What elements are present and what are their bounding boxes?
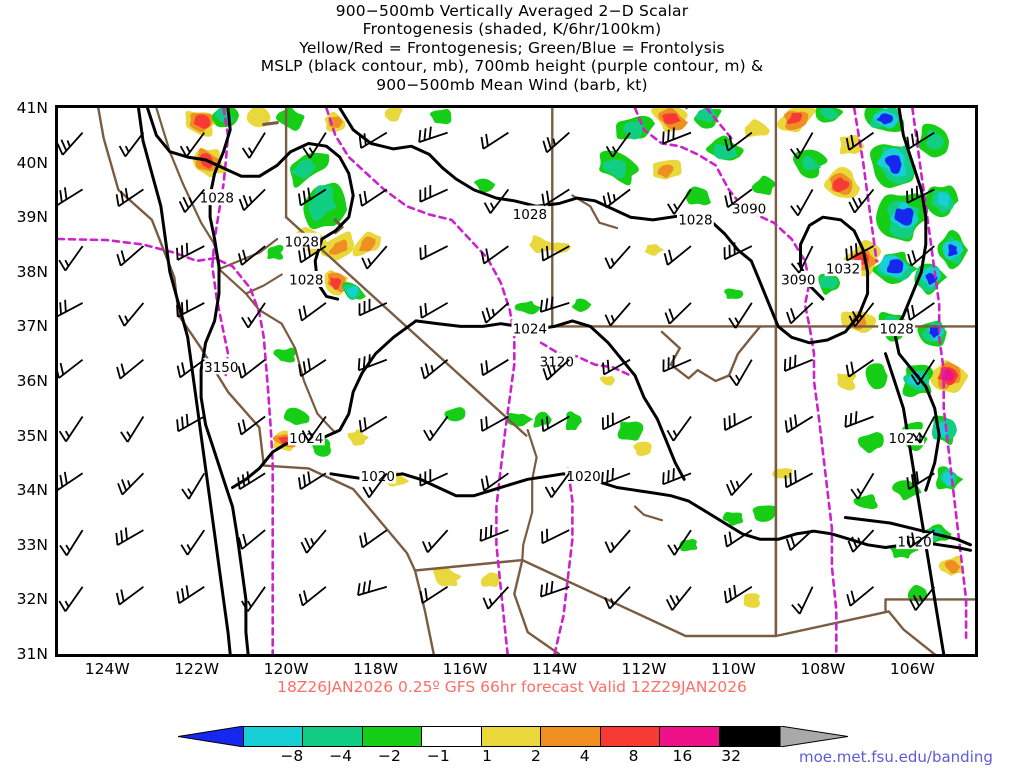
lat-tick-39N: 39N bbox=[16, 208, 48, 227]
latitude-axis: 41N 40N 39N 38N 37N 36N 35N 34N 33N 32N 31N bbox=[0, 99, 48, 663]
contour-label-height-15: 3090 bbox=[732, 202, 766, 218]
contour-label-height-13: 3150 bbox=[204, 360, 238, 376]
lon-tick-120W: 120W bbox=[263, 660, 309, 678]
title-line-2: Frontogenesis (shaded, K/6hr/100km) bbox=[362, 20, 662, 39]
colorbar-cell-5 bbox=[541, 727, 601, 746]
forecast-valid-line: 18Z26JAN2026 0.25º GFS 66hr forecast Val… bbox=[277, 678, 747, 696]
lat-tick-36N: 36N bbox=[16, 372, 48, 390]
wind-barbs bbox=[58, 126, 936, 615]
colorbar-underflow-arrow bbox=[178, 726, 244, 747]
contour-label-mslp-1: 1028 bbox=[285, 234, 319, 250]
colorbar: −8 −4 −2 −1 1 2 4 8 16 32 bbox=[178, 726, 848, 766]
title-line-4: MSLP (black contour, mb), 700mb height (… bbox=[260, 57, 764, 76]
map-plot-area[interactable]: 1028102810281028102810321028102410241024… bbox=[55, 105, 978, 657]
colorbar-cell-8 bbox=[719, 727, 779, 746]
colorbar-tick-1: 1 bbox=[482, 747, 493, 765]
colorbar-cell-2 bbox=[362, 727, 423, 746]
lat-tick-38N: 38N bbox=[16, 262, 48, 281]
colorbar-tick-8: 8 bbox=[628, 747, 639, 765]
colorbar-tick--4: −4 bbox=[329, 747, 353, 765]
lat-tick-33N: 33N bbox=[16, 535, 48, 554]
lon-tick-118W: 118W bbox=[353, 660, 399, 678]
contour-label-mslp-10: 1020 bbox=[361, 469, 395, 485]
title-line-3: Yellow/Red = Frontogenesis; Green/Blue =… bbox=[299, 38, 725, 57]
colorbar-cell-6 bbox=[600, 727, 661, 746]
contour-label-height-14: 3120 bbox=[540, 354, 574, 370]
colorbar-cell-1 bbox=[303, 727, 363, 746]
mslp-contours bbox=[137, 108, 972, 654]
colorbar-tick--2: −2 bbox=[378, 747, 401, 765]
colorbar-tick-2: 2 bbox=[530, 747, 541, 765]
contour-labels: 1028102810281028102810321028102410241024… bbox=[198, 189, 933, 551]
lon-tick-112W: 112W bbox=[621, 660, 667, 678]
lat-tick-31N: 31N bbox=[16, 645, 48, 663]
contour-label-mslp-6: 1028 bbox=[880, 322, 914, 338]
contour-label-mslp-7: 1024 bbox=[513, 322, 547, 338]
colorbar-tick-32: 32 bbox=[721, 747, 742, 765]
colorbar-overflow-arrow bbox=[780, 726, 848, 747]
contour-label-mslp-5: 1032 bbox=[826, 262, 860, 278]
lon-tick-122W: 122W bbox=[174, 660, 220, 678]
contour-label-mslp-2: 1028 bbox=[289, 273, 323, 289]
contour-label-mslp-3: 1028 bbox=[513, 207, 547, 223]
contour-label-height-16: 3090 bbox=[781, 273, 815, 289]
contour-label-mslp-11: 1020 bbox=[566, 469, 600, 485]
title-line-1: 900−500mb Vertically Averaged 2−D Scalar bbox=[335, 2, 689, 20]
contour-label-mslp-4: 1028 bbox=[678, 212, 712, 228]
lon-tick-110W: 110W bbox=[710, 660, 756, 678]
lat-tick-34N: 34N bbox=[16, 481, 48, 500]
lat-tick-41N: 41N bbox=[16, 99, 48, 117]
height-contours-700mb bbox=[58, 108, 968, 654]
lat-tick-37N: 37N bbox=[16, 317, 48, 336]
colorbar-tick-labels: −8 −4 −2 −1 1 2 4 8 16 32 bbox=[243, 747, 780, 767]
lon-tick-116W: 116W bbox=[442, 660, 488, 678]
colorbar-tick--1: −1 bbox=[426, 747, 450, 765]
source-watermark: moe.met.fsu.edu/banding bbox=[799, 748, 993, 766]
lat-tick-40N: 40N bbox=[16, 153, 48, 172]
colorbar-tick-16: 16 bbox=[672, 747, 693, 765]
lon-tick-114W: 114W bbox=[532, 660, 577, 678]
frontogenesis-shading bbox=[185, 108, 969, 608]
state-borders bbox=[97, 108, 975, 654]
longitude-axis: 124W 122W 120W 118W 116W 114W 112W 110W 108W 106W bbox=[0, 660, 1024, 682]
colorbar-tick-4: 4 bbox=[579, 747, 590, 765]
lon-tick-106W: 106W bbox=[889, 660, 935, 678]
lat-tick-35N: 35N bbox=[16, 426, 48, 445]
colorbar-tick--8: −8 bbox=[280, 747, 304, 765]
lat-tick-32N: 32N bbox=[16, 590, 48, 609]
chart-title-block: 900−500mb Vertically Averaged 2−D Scalar… bbox=[0, 2, 1024, 94]
colorbar-cell-3 bbox=[422, 727, 482, 746]
colorbar-cell-0 bbox=[244, 727, 304, 746]
lon-tick-108W: 108W bbox=[800, 660, 846, 678]
colorbar-blocks bbox=[243, 726, 780, 747]
frontogenesis-map: 1028102810281028102810321028102410241024… bbox=[58, 108, 975, 654]
colorbar-cell-4 bbox=[481, 727, 542, 746]
contour-label-mslp-0: 1028 bbox=[200, 191, 234, 207]
colorbar-cell-7 bbox=[660, 727, 720, 746]
lon-tick-124W: 124W bbox=[84, 660, 130, 678]
title-line-5: 900−500mb Mean Wind (barb, kt) bbox=[376, 75, 648, 94]
